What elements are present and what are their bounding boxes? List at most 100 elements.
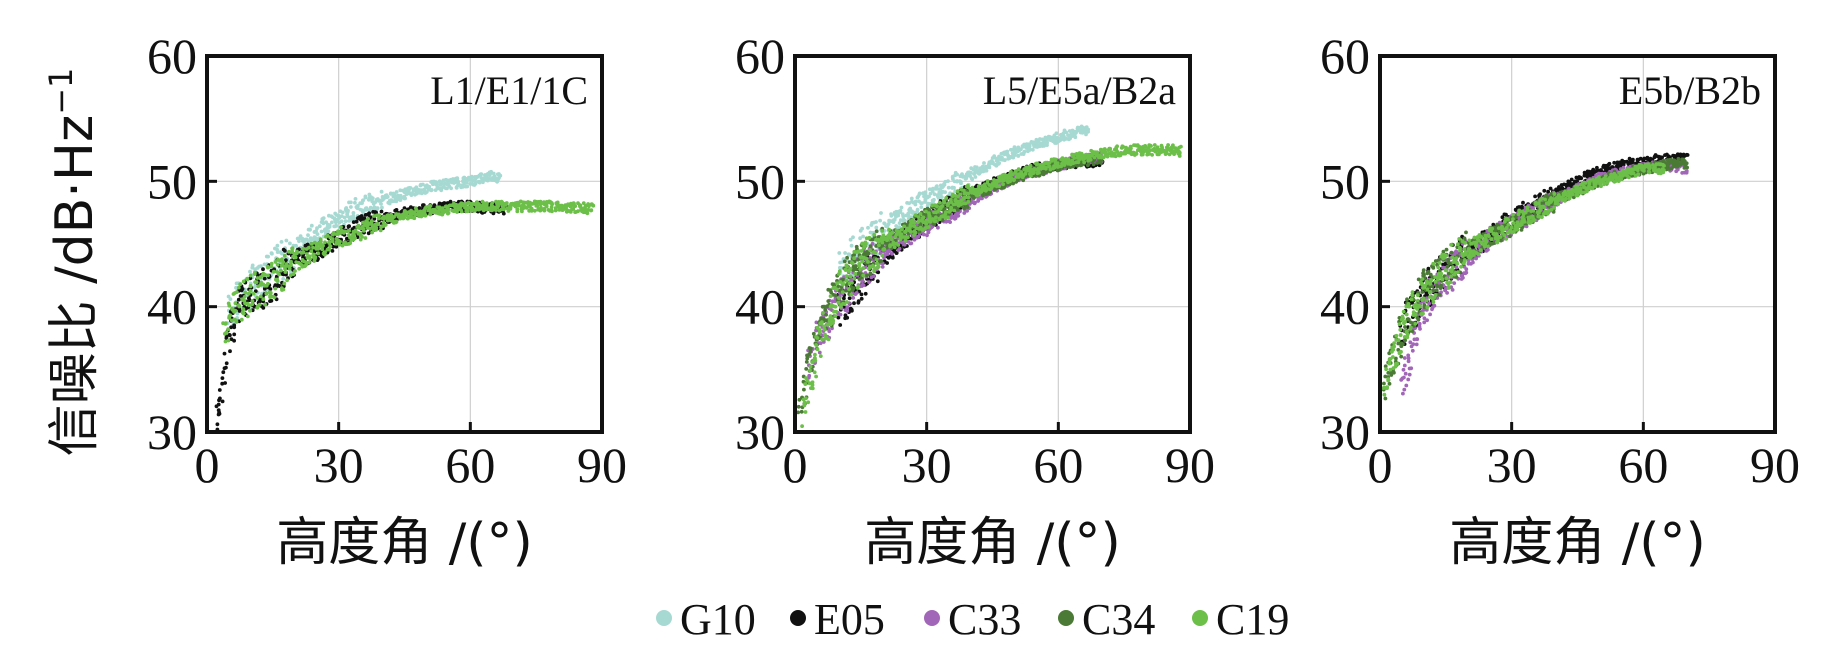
y-tick-label: 30 [147,404,197,460]
point-C19 [923,226,928,231]
point-C19 [287,266,292,271]
point-E05 [1538,192,1542,197]
point-C19 [866,260,870,264]
point-C19 [1008,179,1012,184]
point-C19 [279,268,283,273]
point-C19 [868,248,872,253]
point-C19 [821,311,825,315]
point-C19 [966,199,971,204]
point-C19 [271,269,276,274]
point-G10 [1002,158,1007,163]
point-G10 [297,239,301,244]
point-C19 [328,244,333,249]
point-C19 [253,280,257,284]
point-G10 [878,218,882,223]
point-E05 [220,381,225,386]
point-C19 [242,295,247,299]
point-C19 [352,237,356,242]
point-C19 [423,213,428,218]
point-C19 [484,201,489,206]
point-C19 [245,314,250,319]
point-C19 [376,222,380,227]
point-C19 [407,215,412,220]
point-C34 [804,367,809,371]
point-G10 [315,232,320,237]
point-C19 [899,232,904,237]
point-G10 [982,161,986,165]
point-C19 [916,215,921,220]
point-C33 [853,292,858,296]
point-C34 [879,259,884,263]
point-C19 [1044,166,1048,171]
point-C19 [544,204,549,209]
point-C34 [833,293,838,298]
point-C19 [307,245,311,250]
point-C19 [937,200,942,205]
point-C19 [804,396,808,401]
point-E05 [366,231,371,236]
point-C34 [811,331,816,336]
point-C33 [1401,391,1405,396]
point-C34 [854,267,859,272]
point-G10 [440,181,445,186]
point-G10 [1054,131,1059,136]
point-E05 [240,287,245,291]
point-C19 [997,178,1002,183]
point-G10 [463,184,468,189]
point-C19 [520,209,524,214]
point-C19 [985,179,990,183]
point-C19 [803,410,808,414]
point-G10 [352,216,357,221]
point-C34 [851,286,856,291]
point-C19 [494,208,498,213]
point-C19 [802,400,807,405]
point-C19 [833,304,838,309]
point-C19 [1146,152,1151,157]
point-C19 [818,354,823,358]
point-C19 [227,303,232,308]
point-C19 [279,257,284,262]
point-G10 [399,196,404,200]
point-G10 [1055,135,1060,140]
point-C34 [874,229,879,234]
point-G10 [259,264,263,268]
point-C19 [892,245,897,250]
point-C19 [241,311,246,316]
point-C33 [817,350,822,355]
x-tick-label: 60 [1033,437,1083,493]
point-C19 [316,251,321,256]
point-G10 [972,172,976,176]
point-C19 [277,272,281,277]
point-G10 [330,215,335,220]
point-C34 [799,409,804,414]
point-E05 [224,361,229,366]
point-C19 [330,237,335,241]
point-G10 [294,243,298,248]
point-C19 [282,253,287,258]
point-E05 [885,261,889,265]
point-G10 [946,179,950,184]
point-C19 [814,343,818,347]
plot-frame [205,54,604,434]
point-C19 [934,215,938,220]
point-C19 [1115,144,1119,149]
point-C19 [311,245,315,250]
point-C19 [347,241,351,246]
point-E05 [890,255,895,260]
point-C19 [850,280,854,285]
point-G10 [394,190,399,194]
point-C19 [997,184,1002,189]
point-E05 [848,306,853,311]
point-C34 [809,346,813,351]
point-C19 [885,238,889,243]
point-G10 [874,220,878,224]
point-C19 [534,204,539,208]
point-C19 [952,208,957,213]
point-C19 [245,276,250,281]
point-C19 [887,227,891,232]
point-C19 [840,290,845,294]
point-G10 [364,206,369,211]
x-axis-title: 高度角 /(°) [864,513,1121,573]
